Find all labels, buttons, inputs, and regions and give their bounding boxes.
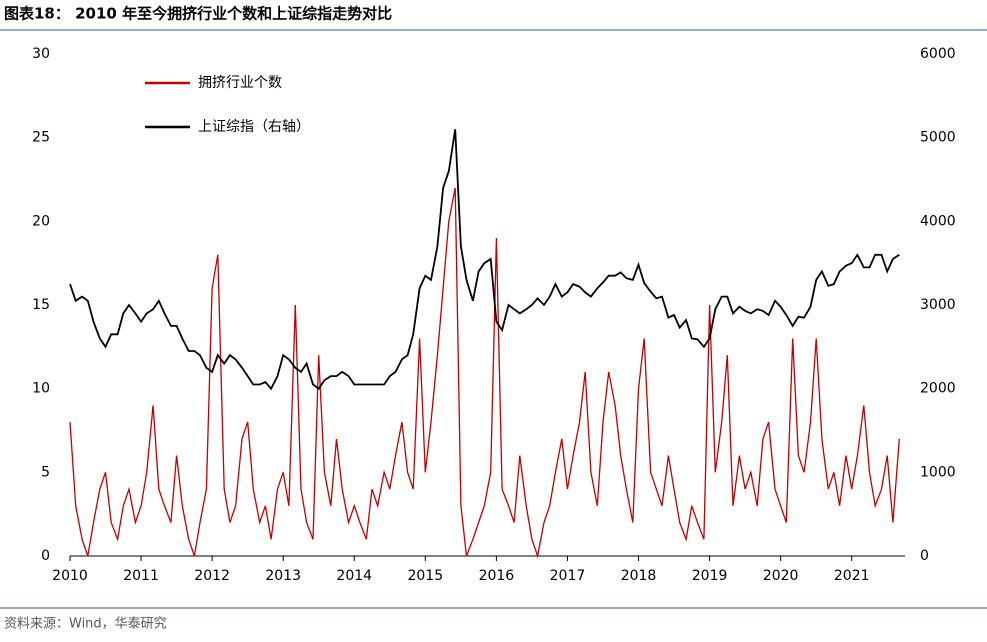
- y-tick-label: 30: [32, 46, 50, 62]
- x-tick-label: 2016: [479, 568, 515, 584]
- legend-label: 上证综指（右轴）: [198, 119, 310, 135]
- y-tick-label: 10: [32, 381, 50, 397]
- y2-tick-label: 3000: [920, 297, 956, 313]
- x-tick-label: 2012: [194, 568, 230, 584]
- chart-title: 图表18： 2010 年至今拥挤行业个数和上证综指走势对比: [4, 5, 392, 23]
- y2-tick-label: 2000: [920, 381, 956, 397]
- y2-tick-label: 4000: [920, 213, 956, 229]
- y-tick-label: 5: [41, 464, 50, 480]
- x-tick-label: 2010: [52, 568, 88, 584]
- y2-tick-label: 6000: [920, 46, 956, 62]
- x-tick-label: 2011: [123, 568, 159, 584]
- y2-tick-label: 5000: [920, 130, 956, 146]
- x-tick-label: 2020: [763, 568, 799, 584]
- y-tick-label: 0: [41, 548, 50, 564]
- x-tick-label: 2013: [265, 568, 301, 584]
- x-tick-label: 2015: [407, 568, 443, 584]
- x-tick-label: 2021: [834, 568, 870, 584]
- x-tick-label: 2019: [692, 568, 728, 584]
- y-tick-label: 15: [32, 297, 50, 313]
- y2-tick-label: 1000: [920, 464, 956, 480]
- y2-tick-label: 0: [920, 548, 929, 564]
- x-tick-label: 2018: [621, 568, 657, 584]
- y-tick-label: 20: [32, 213, 50, 229]
- legend-label: 拥挤行业个数: [198, 75, 282, 91]
- x-tick-label: 2014: [336, 568, 372, 584]
- series-line: [69, 187, 900, 559]
- series-line: [69, 129, 900, 391]
- source: 资料来源：Wind，华泰研究: [4, 617, 167, 632]
- x-tick-label: 2017: [550, 568, 586, 584]
- y-tick-label: 25: [32, 130, 50, 146]
